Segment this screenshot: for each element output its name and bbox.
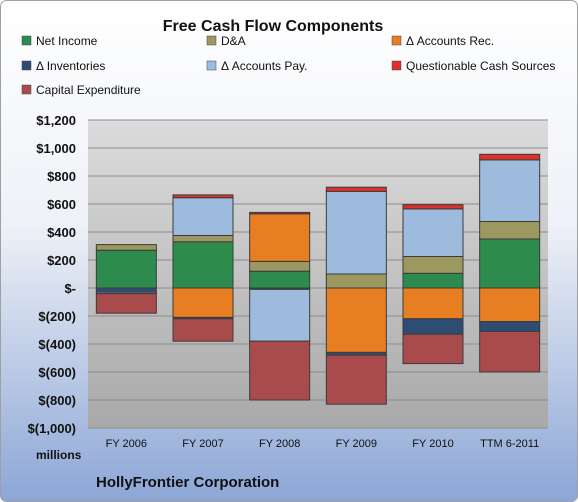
bar-segment xyxy=(249,213,311,262)
bar-segment xyxy=(325,190,387,275)
company-footer: HollyFrontier Corporation xyxy=(96,474,279,491)
y-tick-label: $(600) xyxy=(38,365,76,380)
bar-segment xyxy=(479,321,541,332)
bar-segment xyxy=(479,330,541,373)
bar-segment xyxy=(479,153,541,161)
bar-segment xyxy=(479,221,541,240)
legend-swatch xyxy=(391,35,402,46)
y-tick-label: $- xyxy=(64,281,76,296)
y-tick-label: $(800) xyxy=(38,393,76,408)
plot-area xyxy=(88,120,548,428)
bar-segment xyxy=(402,333,464,365)
bar-segment xyxy=(172,197,234,236)
bar-segment xyxy=(249,288,311,342)
legend-swatch xyxy=(391,60,402,71)
bar-segment xyxy=(402,256,464,274)
bar-segment xyxy=(249,270,311,289)
y-tick-label: $600 xyxy=(47,197,76,212)
y-tick-label: $(200) xyxy=(38,309,76,324)
x-tick-label: FY 2009 xyxy=(336,438,377,450)
legend-label: Questionable Cash Sources xyxy=(406,59,555,73)
x-tick-label: FY 2010 xyxy=(412,438,453,450)
bar-segment xyxy=(325,287,387,353)
bars xyxy=(95,153,541,405)
bar-segment xyxy=(325,354,387,405)
x-tick-label: TTM 6-2011 xyxy=(480,438,539,450)
units-label: millions xyxy=(36,448,82,462)
legend-swatch xyxy=(206,60,217,71)
bar-segment xyxy=(95,249,157,289)
legend-label: Δ Accounts Rec. xyxy=(406,34,494,48)
bar-segment xyxy=(325,273,387,289)
bar-segment xyxy=(172,194,234,199)
bar-segment xyxy=(172,241,234,289)
bar-segment xyxy=(479,159,541,222)
y-tick-label: $400 xyxy=(47,225,76,240)
y-tick-label: $1,000 xyxy=(36,141,76,156)
bar-segment xyxy=(172,287,234,318)
y-tick-label: $1,200 xyxy=(36,113,76,128)
y-tick-label: $(1,000) xyxy=(28,421,76,436)
legend-label: Δ Inventories xyxy=(36,59,105,73)
y-axis-ticks: $(1,000) $(800) $(600) $(400) $(200) $- $200 $4… xyxy=(28,113,76,436)
bar-segment xyxy=(95,244,157,251)
bar-segment xyxy=(402,272,464,289)
y-tick-label: $200 xyxy=(47,253,76,268)
bar-segment xyxy=(249,260,311,272)
bar-segment xyxy=(402,287,464,320)
bar-segment xyxy=(479,287,541,323)
bar-segment xyxy=(402,318,464,335)
bar-segment xyxy=(249,211,311,215)
legend-swatch xyxy=(21,60,32,71)
legend-swatch xyxy=(21,84,32,95)
x-axis-ticks: FY 2006 FY 2007 FY 2008 FY 2009 FY 2010 TTM 6… xyxy=(106,438,540,450)
y-tick-label: $800 xyxy=(47,169,76,184)
bar-segment xyxy=(402,204,464,210)
grid-lines xyxy=(88,119,548,429)
legend-swatch xyxy=(206,35,217,46)
legend-label: Capital Expenditure xyxy=(36,83,141,97)
legend-label: D&A xyxy=(221,34,246,48)
legend-label: Net Income xyxy=(36,34,98,48)
bar-segment xyxy=(172,235,234,243)
y-tick-label: $(400) xyxy=(38,337,76,352)
chart-title: Free Cash Flow Components xyxy=(163,18,384,35)
bar-segment xyxy=(325,186,387,192)
x-tick-label: FY 2006 xyxy=(106,438,147,450)
bar-segment xyxy=(249,340,311,401)
bar-segment xyxy=(95,287,157,293)
bar-segment xyxy=(479,238,541,289)
legend-swatch xyxy=(21,35,32,46)
bar-segment xyxy=(402,208,464,257)
bar-segment xyxy=(95,293,157,314)
legend-label: Δ Accounts Pay. xyxy=(221,59,308,73)
x-tick-label: FY 2007 xyxy=(182,438,223,450)
x-tick-label: FY 2008 xyxy=(259,438,300,450)
bar-segment xyxy=(172,318,234,342)
legend: Net Income D&A Δ Accounts Rec. Δ Inventorie… xyxy=(21,34,555,97)
